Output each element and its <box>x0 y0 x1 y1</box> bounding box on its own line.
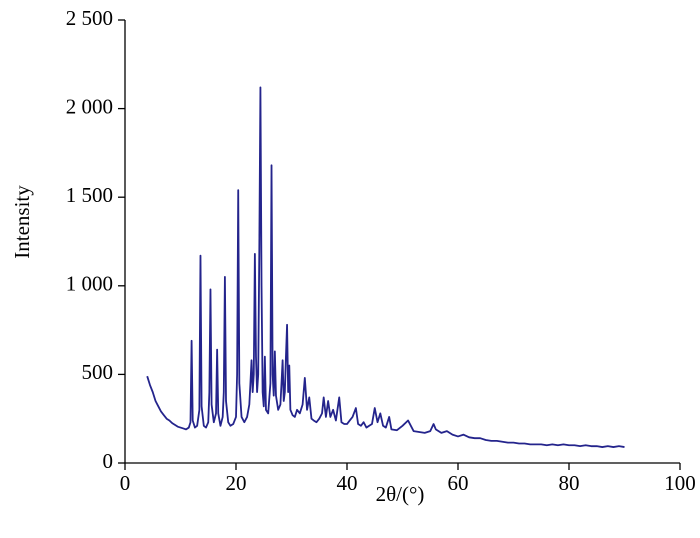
y-tick-label: 2 000 <box>66 94 113 118</box>
y-tick-label: 0 <box>103 449 114 473</box>
x-axis-label: 2θ/(°) <box>376 482 425 506</box>
x-tick-label: 0 <box>120 471 131 495</box>
y-tick-label: 1 000 <box>66 272 113 296</box>
y-axis-label: Intensity <box>10 185 34 259</box>
x-tick-label: 100 <box>664 471 696 495</box>
y-tick-label: 1 500 <box>66 183 113 207</box>
x-tick-label: 40 <box>337 471 358 495</box>
data-line <box>146 86 625 448</box>
x-tick-label: 80 <box>559 471 580 495</box>
x-tick-label: 20 <box>226 471 247 495</box>
y-tick-label: 500 <box>82 360 114 384</box>
x-tick-label: 60 <box>448 471 469 495</box>
y-tick-label: 2 500 <box>66 6 113 30</box>
